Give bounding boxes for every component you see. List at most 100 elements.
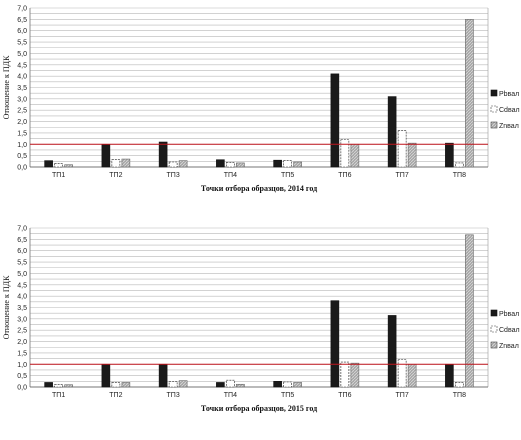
- legend-swatch-cd: [490, 105, 498, 113]
- legend-label-pb: Pbвал: [499, 91, 519, 98]
- y-tick-label: 0,0: [17, 165, 27, 172]
- y-tick-label: 6,0: [17, 248, 27, 255]
- bar-pb-ТП1: [44, 160, 53, 168]
- bar-zn-ТП5: [293, 382, 302, 388]
- bar-zn-ТП8: [465, 234, 474, 388]
- y-tick-label: 2,5: [17, 328, 27, 335]
- bar-zn-ТП8: [465, 19, 474, 168]
- bar-cd-ТП5: [283, 381, 292, 388]
- y-tick-label: 3,0: [17, 316, 27, 323]
- y-tick-label: 0,5: [17, 373, 27, 380]
- bar-cd-ТП3: [168, 161, 178, 168]
- y-axis-label: Отношение к ПДК: [2, 55, 11, 120]
- y-tick-label: 6,5: [17, 17, 27, 24]
- y-tick-label: 7,0: [17, 226, 27, 233]
- y-axis-label: Отношение к ПДК: [2, 275, 11, 340]
- bar-pb-ТП5: [273, 381, 282, 388]
- bar-zn-ТП1: [64, 164, 73, 168]
- x-tick-label: ТП8: [453, 392, 466, 399]
- x-tick-label: ТП1: [52, 392, 65, 399]
- bar-pb-ТП3: [158, 363, 168, 388]
- bar-pb-ТП5: [273, 159, 282, 168]
- y-tick-label: 2,5: [17, 108, 27, 115]
- bar-cd-ТП1: [54, 383, 63, 388]
- bar-cd-ТП7: [397, 130, 407, 168]
- y-tick-label: 4,0: [17, 74, 27, 81]
- chart-2015-svg: 0,0 0,5 1,0 1,5 2,0 2,5 3,0 3,5 4,0 4,5 5,0 5,5 6,0 6…: [2, 226, 520, 414]
- y-tick-label: 0,5: [17, 153, 27, 160]
- y-tick-label: 1,0: [17, 142, 27, 149]
- y-tick-label: 6,5: [17, 237, 27, 244]
- bar-zn-ТП4: [236, 383, 245, 388]
- legend-swatch-zn: [490, 121, 498, 129]
- bar-zn-ТП7: [407, 142, 417, 168]
- y-tick-label: 0,0: [17, 385, 27, 392]
- bar-zn-ТП2: [121, 158, 131, 168]
- x-tick-label: ТП3: [167, 392, 180, 399]
- bar-pb-ТП6: [330, 300, 340, 388]
- x-tick-label: ТП5: [281, 392, 294, 399]
- x-tick-label: ТП4: [224, 392, 237, 399]
- bar-pb-ТП4: [216, 159, 225, 168]
- bar-zn-ТП1: [64, 384, 73, 388]
- legend-swatch-cd: [490, 325, 498, 333]
- y-tick-label: 5,5: [17, 40, 27, 47]
- y-tick-label: 5,0: [17, 271, 27, 278]
- bar-pb-ТП1: [44, 382, 53, 388]
- y-tick-label: 1,0: [17, 362, 27, 369]
- x-axis-label: Точки отбора образцов, 2015 год: [201, 404, 317, 413]
- bar-cd-ТП5: [283, 160, 292, 168]
- x-tick-label: ТП6: [338, 172, 351, 179]
- y-tick-label: 5,0: [17, 51, 27, 58]
- x-tick-label: ТП6: [338, 392, 351, 399]
- bar-pb-ТП6: [330, 73, 340, 168]
- bar-cd-ТП4: [226, 379, 235, 388]
- y-tick-label: 3,5: [17, 305, 27, 312]
- x-tick-label: ТП5: [281, 172, 294, 179]
- bar-pb-ТП4: [216, 382, 225, 388]
- chart-2014-svg: 0,0 0,5 1,0 1,5 2,0 2,5 3,0 3,5 4,0 4,5 5,0 5,5 6,0 6…: [2, 6, 520, 194]
- bar-pb-ТП8: [445, 142, 454, 168]
- bar-pb-ТП2: [101, 144, 111, 168]
- bar-cd-ТП8: [455, 382, 464, 388]
- y-tick-label: 6,0: [17, 28, 27, 35]
- y-tick-label: 2,0: [17, 119, 27, 126]
- x-tick-label: ТП2: [109, 172, 122, 179]
- legend-label-cd: Cdвал: [499, 107, 520, 114]
- y-tick-label: 5,5: [17, 260, 27, 267]
- bar-cd-ТП8: [455, 162, 464, 168]
- x-tick-label: ТП2: [109, 392, 122, 399]
- legend-label-zn: Znвал: [499, 123, 519, 130]
- bar-zn-ТП3: [178, 380, 188, 388]
- bar-pb-ТП8: [445, 363, 454, 388]
- bar-cd-ТП2: [111, 159, 121, 168]
- y-tick-label: 1,5: [17, 350, 27, 357]
- bar-pb-ТП7: [387, 96, 397, 168]
- bar-zn-ТП4: [236, 162, 245, 168]
- bar-cd-ТП6: [340, 139, 350, 168]
- legend-swatch-pb: [490, 89, 498, 97]
- y-tick-label: 3,0: [17, 96, 27, 103]
- x-tick-label: ТП7: [396, 172, 409, 179]
- bar-cd-ТП4: [226, 162, 235, 168]
- bar-cd-ТП1: [54, 163, 63, 168]
- bar-zn-ТП2: [121, 382, 131, 388]
- legend-label-zn: Znвал: [499, 343, 519, 350]
- bar-zn-ТП6: [350, 143, 360, 168]
- chart-2014: 0,0 0,5 1,0 1,5 2,0 2,5 3,0 3,5 4,0 4,5 5,0 5,5 6,0 6…: [2, 6, 520, 194]
- y-tick-label: 4,5: [17, 62, 27, 69]
- y-tick-label: 2,0: [17, 339, 27, 346]
- bar-pb-ТП2: [101, 363, 111, 388]
- y-tick-label: 7,0: [17, 6, 27, 13]
- y-tick-label: 1,5: [17, 130, 27, 137]
- x-tick-label: ТП7: [396, 392, 409, 399]
- x-axis-label: Точки отбора образцов, 2014 год: [201, 184, 317, 193]
- x-tick-label: ТП4: [224, 172, 237, 179]
- bar-zn-ТП5: [293, 161, 302, 168]
- legend-label-pb: Pbвал: [499, 311, 519, 318]
- bar-pb-ТП7: [387, 315, 397, 388]
- bar-cd-ТП7: [397, 359, 407, 388]
- bar-zn-ТП7: [407, 363, 417, 388]
- bar-cd-ТП3: [168, 381, 178, 388]
- chart-2015: 0,0 0,5 1,0 1,5 2,0 2,5 3,0 3,5 4,0 4,5 5,0 5,5 6,0 6…: [0, 220, 521, 440]
